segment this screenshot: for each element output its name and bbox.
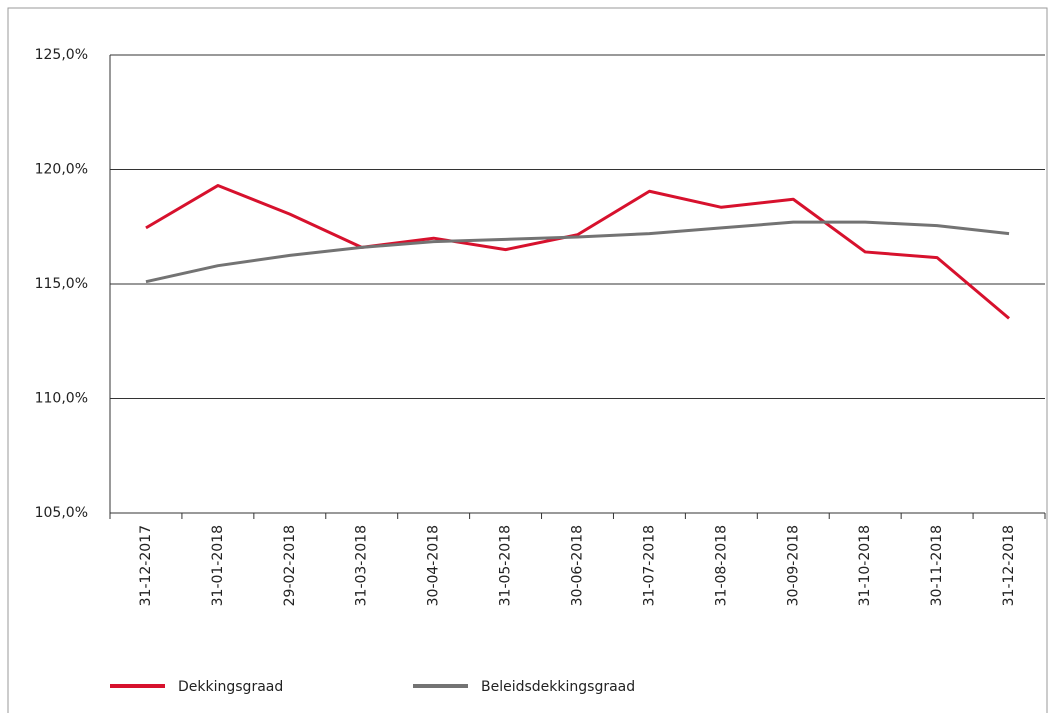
frame: [7, 7, 1048, 713]
y-tick-label: 125,0%: [35, 47, 88, 63]
x-tick-label: 30-04-2018: [426, 525, 442, 606]
y-tick-label: 110,0%: [35, 391, 88, 407]
x-tick-label: 30-09-2018: [785, 525, 801, 606]
x-tick-label: 31-12-2018: [1001, 525, 1017, 606]
x-tick-label: 30-11-2018: [929, 525, 945, 606]
x-tick-label: 31-05-2018: [498, 525, 514, 606]
series-line: [145, 220, 1010, 284]
x-tick-label: 31-01-2018: [210, 525, 226, 606]
y-tick-label: 120,0%: [35, 162, 88, 178]
legend-label: Beleidsdekkingsgraad: [481, 679, 635, 695]
x-tick-label: 31-12-2017: [138, 525, 154, 606]
x-tick-label: 31-07-2018: [641, 525, 657, 606]
y-tick-label: 115,0%: [35, 276, 88, 292]
x-tick-label: 31-08-2018: [713, 525, 729, 606]
x-tick-label: 31-03-2018: [354, 525, 370, 606]
series-line: [145, 184, 1011, 320]
x-tick-label: 29-02-2018: [282, 525, 298, 606]
legend-label: Dekkingsgraad: [178, 679, 283, 695]
x-tick-label: 31-10-2018: [857, 525, 873, 606]
y-tick-label: 105,0%: [35, 505, 88, 521]
x-tick-label: 30-06-2018: [570, 525, 586, 606]
